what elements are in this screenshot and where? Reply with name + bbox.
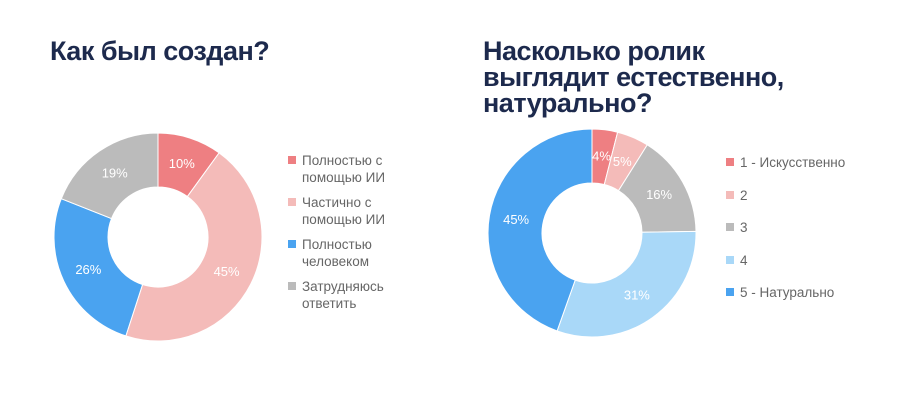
- legend-label: 2: [740, 187, 748, 203]
- legend-item: Затрудняюсь ответить: [288, 278, 422, 320]
- chart-title: Как был создан?: [50, 36, 270, 66]
- slice-value-label: 10%: [169, 156, 195, 171]
- chart-panel-creation: Как был создан? 10% 45% 26% 19% Полностью с…: [50, 36, 422, 342]
- slice-value-label: 26%: [75, 262, 101, 277]
- legend-label: Затрудняюсь ответить: [302, 279, 384, 311]
- legend-label: 5 - Натурально: [740, 285, 835, 300]
- legend-label: 4: [740, 252, 748, 268]
- slice-value-label: 45%: [503, 212, 529, 227]
- legend-item: 4: [726, 252, 900, 285]
- chart-title-line: натурально?: [483, 88, 652, 118]
- legend-swatch: [288, 156, 296, 164]
- legend-label: Полностью человеком: [302, 237, 372, 269]
- legend-label: Полностью с помощью ИИ: [302, 153, 386, 185]
- chart-title-line: выглядит естественно,: [483, 62, 784, 92]
- donut-chart-naturalness: 4% 5% 16% 31% 45%: [487, 128, 697, 338]
- chart-title-line: Насколько ролик: [483, 36, 705, 66]
- legend-item: Полностью человеком: [288, 236, 422, 278]
- legend-item: Частично с помощью ИИ: [288, 194, 422, 236]
- legend-item: 5 - Натурально: [726, 284, 900, 317]
- slice-value-label: 16%: [646, 187, 672, 202]
- slice-value-label: 31%: [624, 288, 650, 303]
- legend-label: Частично с помощью ИИ: [302, 195, 386, 227]
- chart-panel-naturalness: Насколько ролик выглядит естественно, нату…: [460, 0, 900, 402]
- legend-swatch: [726, 255, 734, 264]
- slice-value-label: 45%: [214, 264, 240, 279]
- donut-slice: [125, 152, 263, 342]
- legend-item: 1 - Искусственно: [726, 154, 900, 187]
- legend-item: 2: [726, 187, 900, 220]
- donut-slice: [60, 132, 159, 220]
- donut-slice: [53, 198, 144, 337]
- legend-swatch: [288, 198, 296, 206]
- slice-value-label: 5%: [613, 154, 632, 169]
- legend-naturalness: 1 - Искусственно 2 3 4 5 - Натурально: [726, 154, 900, 317]
- donut-chart-creation: 10% 45% 26% 19%: [53, 132, 263, 342]
- legend-item: 3: [726, 219, 900, 252]
- slice-value-label: 4%: [592, 149, 611, 164]
- legend-swatch: [288, 240, 296, 248]
- legend-creation: Полностью с помощью ИИ Частично с помощью…: [288, 152, 422, 320]
- legend-swatch: [726, 190, 734, 199]
- slice-value-label: 19%: [102, 165, 128, 180]
- legend-item: Полностью с помощью ИИ: [288, 152, 422, 194]
- legend-swatch: [288, 282, 296, 290]
- donut-slice: [487, 128, 593, 332]
- donut-slice: [556, 230, 697, 338]
- chart-title: Насколько ролик выглядит естественно, нату…: [483, 36, 813, 118]
- legend-swatch: [726, 158, 734, 166]
- legend-label: 1 - Искусственно: [740, 155, 846, 170]
- legend-label: 3: [740, 220, 748, 235]
- legend-swatch: [726, 288, 734, 296]
- legend-swatch: [726, 223, 734, 231]
